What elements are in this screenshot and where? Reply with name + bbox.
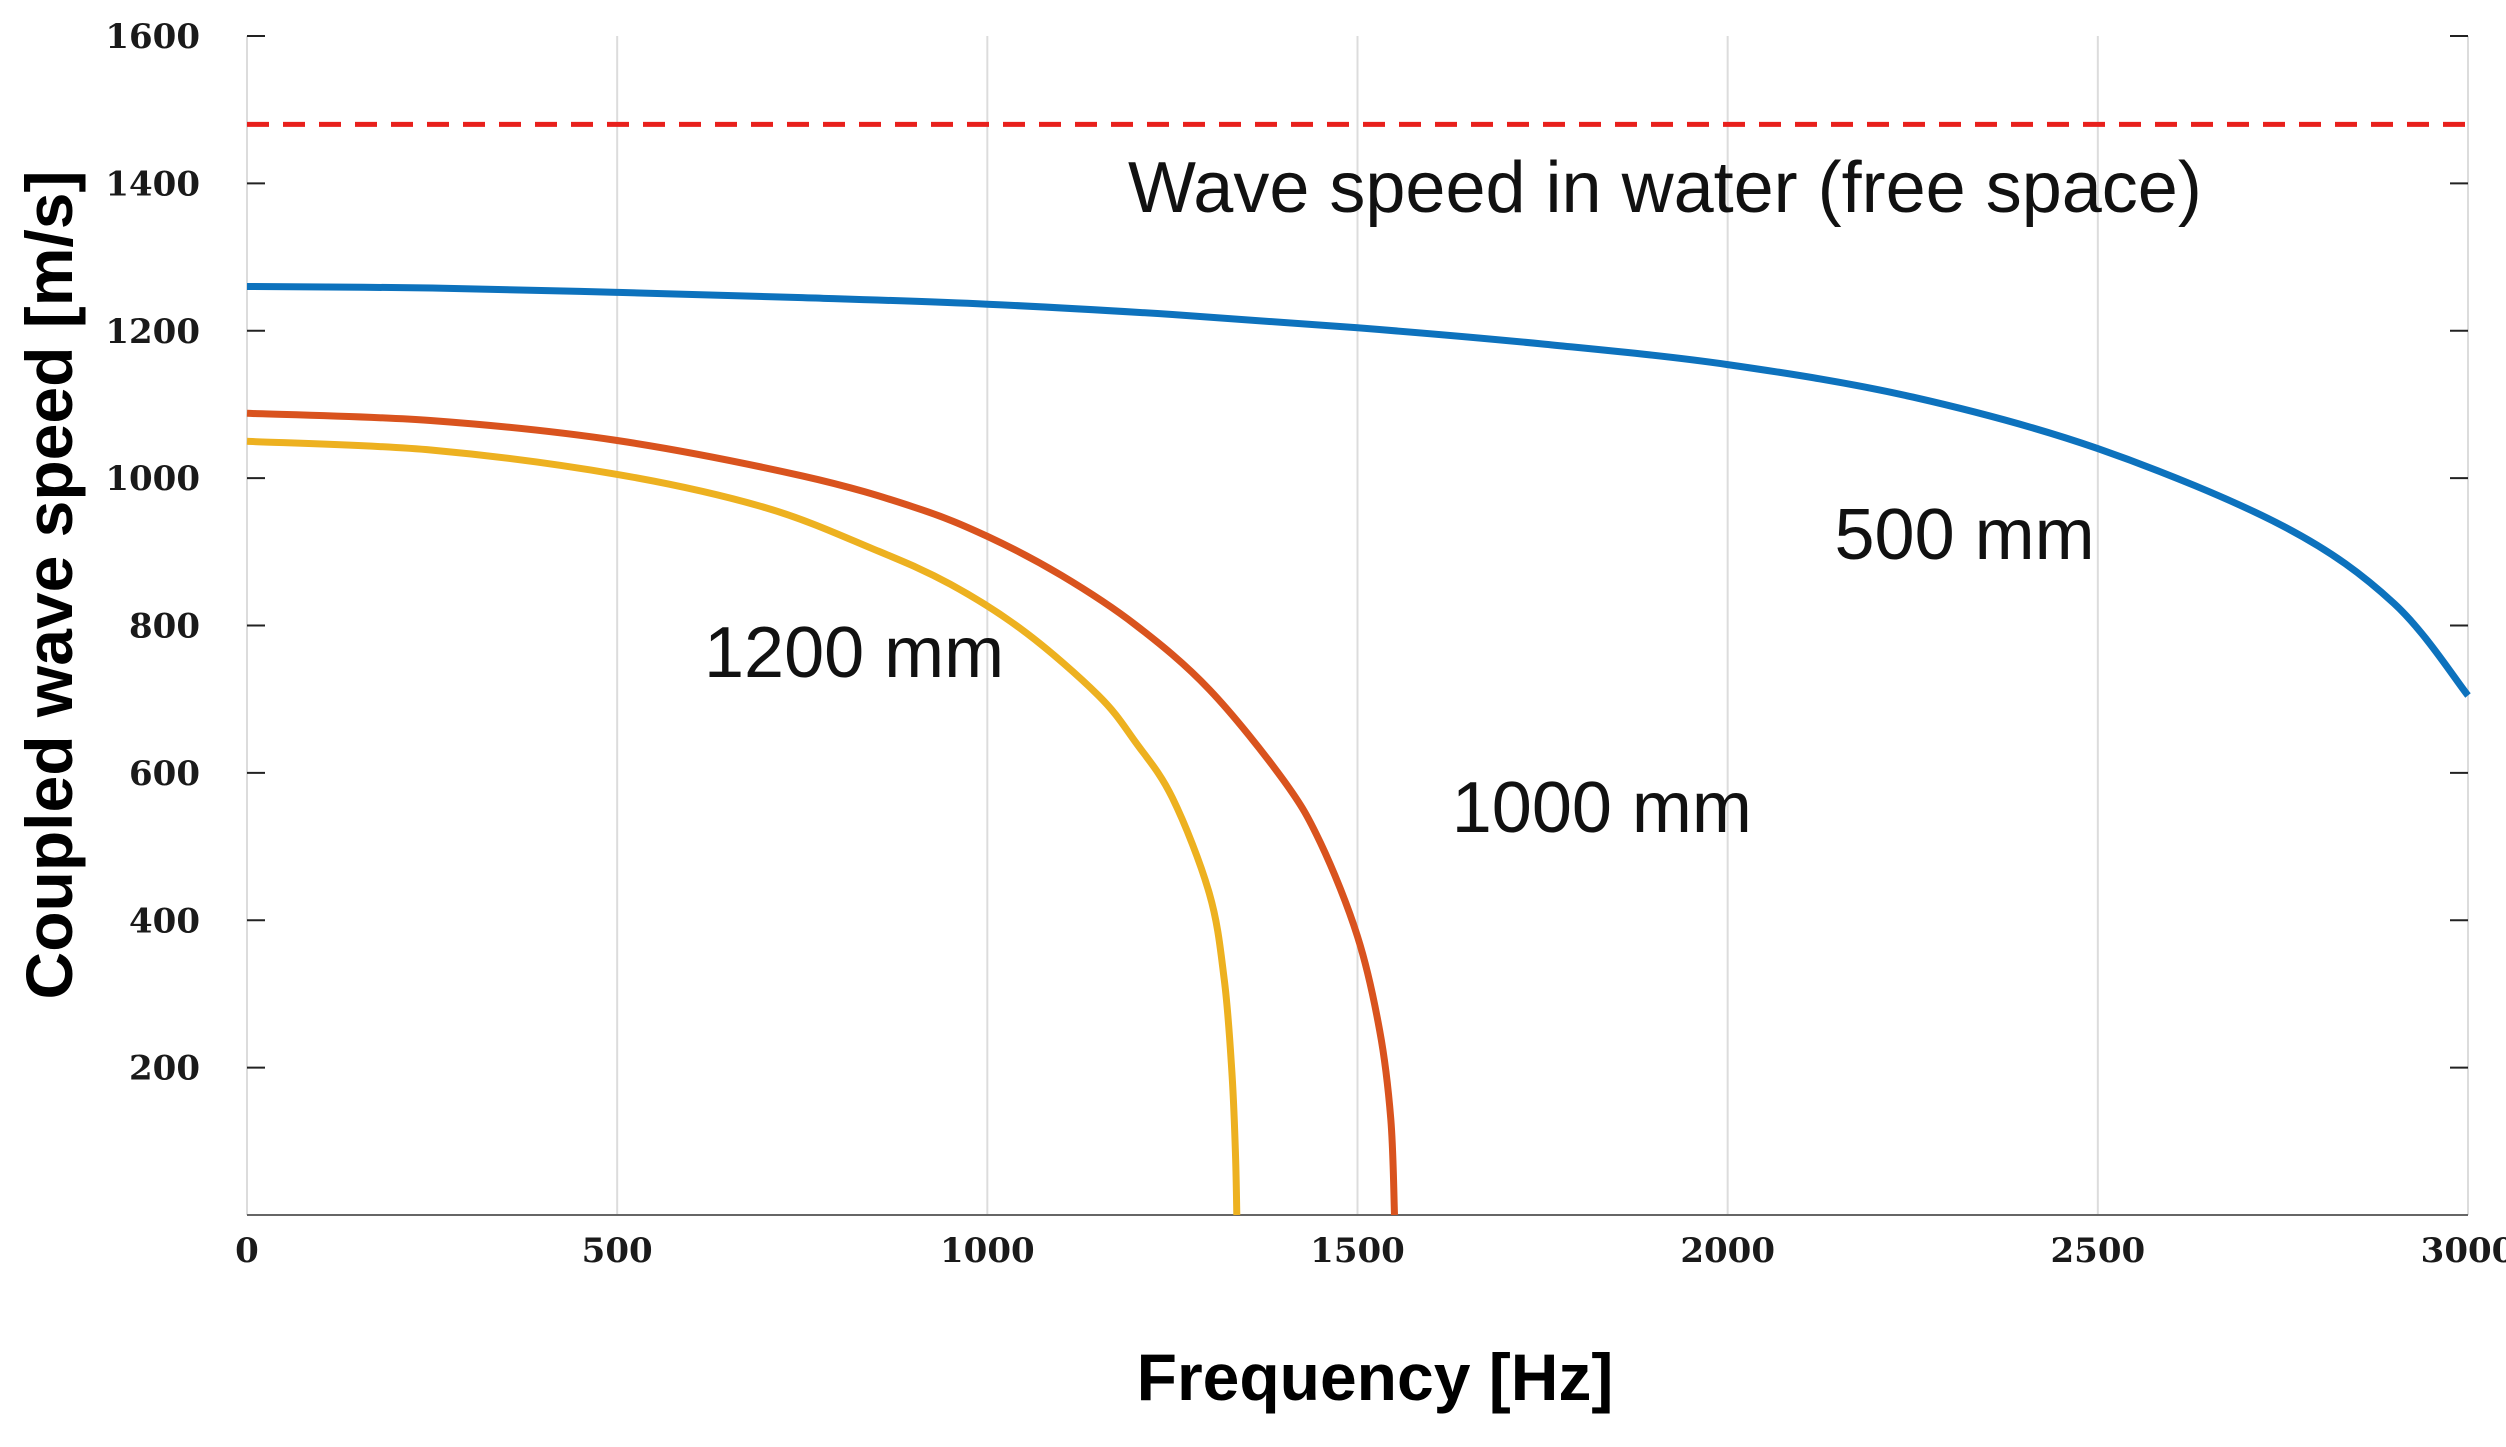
y-tick-label: 800 — [129, 607, 200, 647]
x-tick-label: 500 — [582, 1231, 653, 1271]
y-tick-label: 200 — [129, 1049, 200, 1089]
x-tick-label: 1500 — [1310, 1231, 1405, 1271]
reference-layer: Wave speed in water (free space) — [247, 121, 2468, 228]
grid — [246, 36, 2469, 1215]
y-tick-label: 1400 — [105, 164, 200, 204]
y-tick-label: 1000 — [105, 459, 200, 499]
series-line-500-mm — [246, 283, 2471, 698]
reference-line-label: Wave speed in water (free space) — [1128, 148, 2202, 228]
x-tick-label: 2000 — [1680, 1231, 1775, 1271]
y-tick-label: 1200 — [105, 312, 200, 352]
y-tick-label: 600 — [129, 754, 200, 794]
series-line-1000-mm — [246, 409, 1398, 1216]
annotation-layer: 500 mm 1000 mm 1200 mm — [704, 495, 2095, 848]
series-label-1200-mm: 1200 mm — [704, 613, 1004, 693]
y-tick-label: 400 — [129, 901, 200, 941]
series-label-1000-mm: 1000 mm — [1452, 768, 1752, 848]
series-layer — [246, 283, 2471, 1216]
series-label-500-mm: 500 mm — [1835, 495, 2095, 575]
series-line-1200-mm — [246, 437, 1241, 1216]
x-tick-label: 0 — [235, 1231, 259, 1271]
x-tick-label: 1000 — [940, 1231, 1035, 1271]
x-tick-label: 3000 — [2421, 1231, 2506, 1271]
y-axis-title: Coupled wave speed [m/s] — [12, 171, 86, 1000]
y-tick-label: 1600 — [105, 17, 200, 57]
axis-ticks: 0 500 1000 1500 2000 2500 3000 200 400 600 800 1000… — [105, 17, 2506, 1271]
x-tick-label: 2500 — [2051, 1231, 2146, 1271]
x-axis-title: Frequency [Hz] — [1137, 1340, 1614, 1414]
